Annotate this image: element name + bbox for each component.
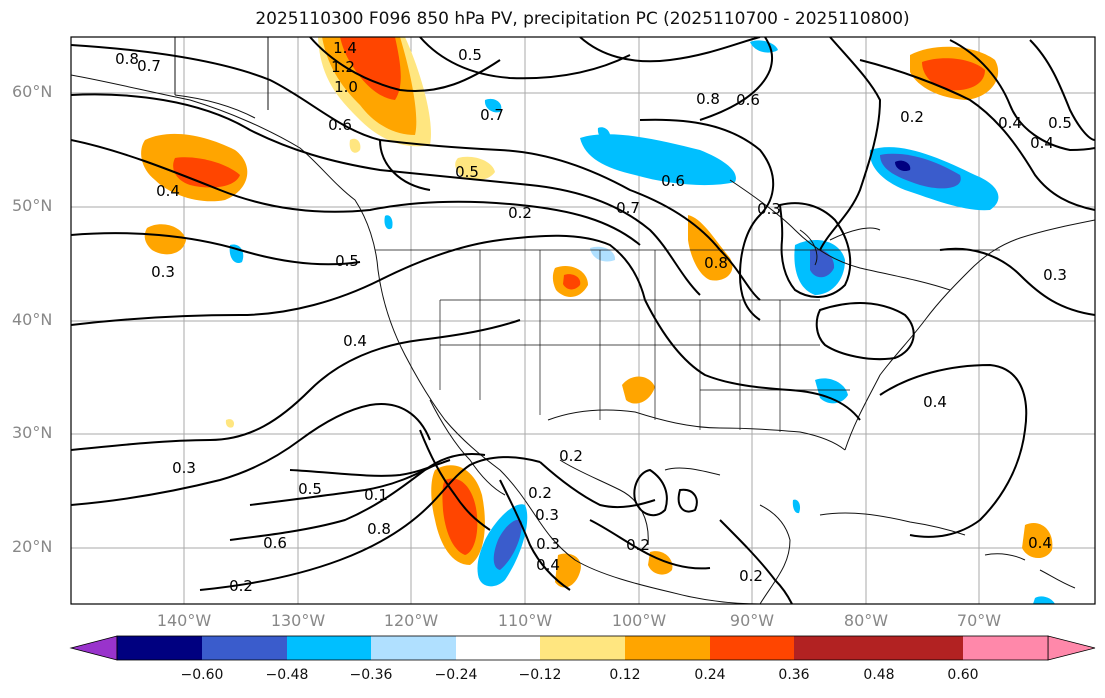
- lat-tick-60n: 60°N: [12, 82, 53, 101]
- contour-label: 0.8: [367, 520, 391, 538]
- contour-label: 0.3: [757, 200, 781, 218]
- contour-labels: 0.8 0.7 1.4 1.2 1.0 0.5 0.6 0.8 0.6 0.7 …: [115, 39, 1072, 595]
- contour-label: 0.4: [923, 393, 947, 411]
- colorbar-tick: 0.24: [694, 667, 726, 683]
- colorbar-frame: [116, 635, 1049, 661]
- contour-label: 1.4: [333, 39, 357, 57]
- contour-label: 1.0: [334, 78, 358, 96]
- contour-label: 1.2: [331, 58, 355, 76]
- lat-tick-50n: 50°N: [12, 196, 53, 215]
- colorbar-segment: [69, 635, 118, 661]
- contour-label: 0.4: [343, 332, 367, 350]
- colorbar: [69, 635, 1096, 661]
- colorbar-tick: 0.48: [863, 667, 895, 683]
- contour-label: 0.6: [328, 116, 352, 134]
- lon-tick-90w: 90°W: [729, 611, 775, 630]
- colorbar-segment: [117, 636, 202, 660]
- colorbar-segment: [963, 636, 1048, 660]
- contour-label: 0.7: [480, 106, 504, 124]
- lon-tick-140w: 140°W: [156, 611, 212, 630]
- contour-label: 0.4: [998, 114, 1022, 132]
- contour-label: 0.4: [1030, 134, 1054, 152]
- contour-label: 0.3: [535, 506, 559, 524]
- colorbar-segment: [1047, 635, 1096, 661]
- contour-label: 0.5: [458, 46, 482, 64]
- contour-label: 0.8: [115, 50, 139, 68]
- map-title: 2025110300 F096 850 hPa PV, precipitatio…: [255, 9, 910, 29]
- colorbar-tick: 0.60: [947, 667, 979, 683]
- colorbar-tick: 0.12: [609, 667, 641, 683]
- contour-label: 0.8: [704, 254, 728, 272]
- contour-label: 0.7: [616, 199, 640, 217]
- contour-label: 0.4: [156, 182, 180, 200]
- colorbar-tick: −0.24: [434, 667, 478, 683]
- colorbar-tick: 0.36: [778, 667, 810, 683]
- contour-label: 0.4: [536, 556, 560, 574]
- colorbar-segment: [625, 636, 710, 660]
- colorbar-segment: [456, 636, 540, 660]
- lat-tick-40n: 40°N: [12, 310, 53, 329]
- colorbar-segment: [287, 636, 371, 660]
- contour-label: 0.3: [151, 263, 175, 281]
- lon-tick-130w: 130°W: [270, 611, 326, 630]
- colorbar-segment-last: [879, 636, 963, 660]
- contour-label: 0.2: [508, 204, 532, 222]
- contour-label: 0.6: [736, 91, 760, 109]
- contour-label: 0.2: [559, 447, 583, 465]
- lon-tick-70w: 70°W: [956, 611, 1002, 630]
- contour-label: 0.6: [263, 534, 287, 552]
- lat-tick-30n: 30°N: [12, 423, 53, 442]
- contour-label: 0.3: [536, 535, 560, 553]
- pv-contours: [71, 37, 1095, 604]
- contour-label: 0.4: [1028, 534, 1052, 552]
- contour-label: 0.5: [335, 252, 359, 270]
- colorbar-tick: −0.36: [349, 667, 393, 683]
- map-frame: [70, 36, 1096, 605]
- lon-tick-120w: 120°W: [383, 611, 439, 630]
- contour-label: 0.2: [900, 108, 924, 126]
- colorbar-segment: [794, 636, 879, 660]
- contour-label: 0.5: [455, 163, 479, 181]
- contour-label: 0.3: [1043, 266, 1067, 284]
- contour-label: 0.2: [626, 536, 650, 554]
- colorbar-segment: [371, 636, 456, 660]
- contour-label: 0.5: [1048, 114, 1072, 132]
- contour-label: 0.3: [172, 459, 196, 477]
- coastlines-borders: [71, 37, 1095, 604]
- precip-positive-areas: [141, 37, 1053, 588]
- precip-negative-areas: [229, 40, 1055, 604]
- contour-label: 0.8: [696, 90, 720, 108]
- colorbar-tick: −0.60: [180, 667, 224, 683]
- lat-tick-20n: 20°N: [12, 537, 53, 556]
- lon-tick-80w: 80°W: [843, 611, 889, 630]
- colorbar-segment: [540, 636, 625, 660]
- contour-label: 0.2: [229, 577, 253, 595]
- contour-label: 0.5: [298, 480, 322, 498]
- lon-tick-110w: 110°W: [497, 611, 553, 630]
- contour-label: 0.2: [739, 567, 763, 585]
- contour-label: 0.7: [137, 57, 161, 75]
- colorbar-segment: [202, 636, 287, 660]
- contour-label: 0.6: [661, 172, 685, 190]
- contour-label: 0.2: [528, 484, 552, 502]
- colorbar-segment: [710, 636, 794, 660]
- contour-label: 0.1: [364, 486, 388, 504]
- colorbar-tick: −0.12: [518, 667, 562, 683]
- colorbar-tick: −0.48: [265, 667, 309, 683]
- lon-tick-100w: 100°W: [611, 611, 667, 630]
